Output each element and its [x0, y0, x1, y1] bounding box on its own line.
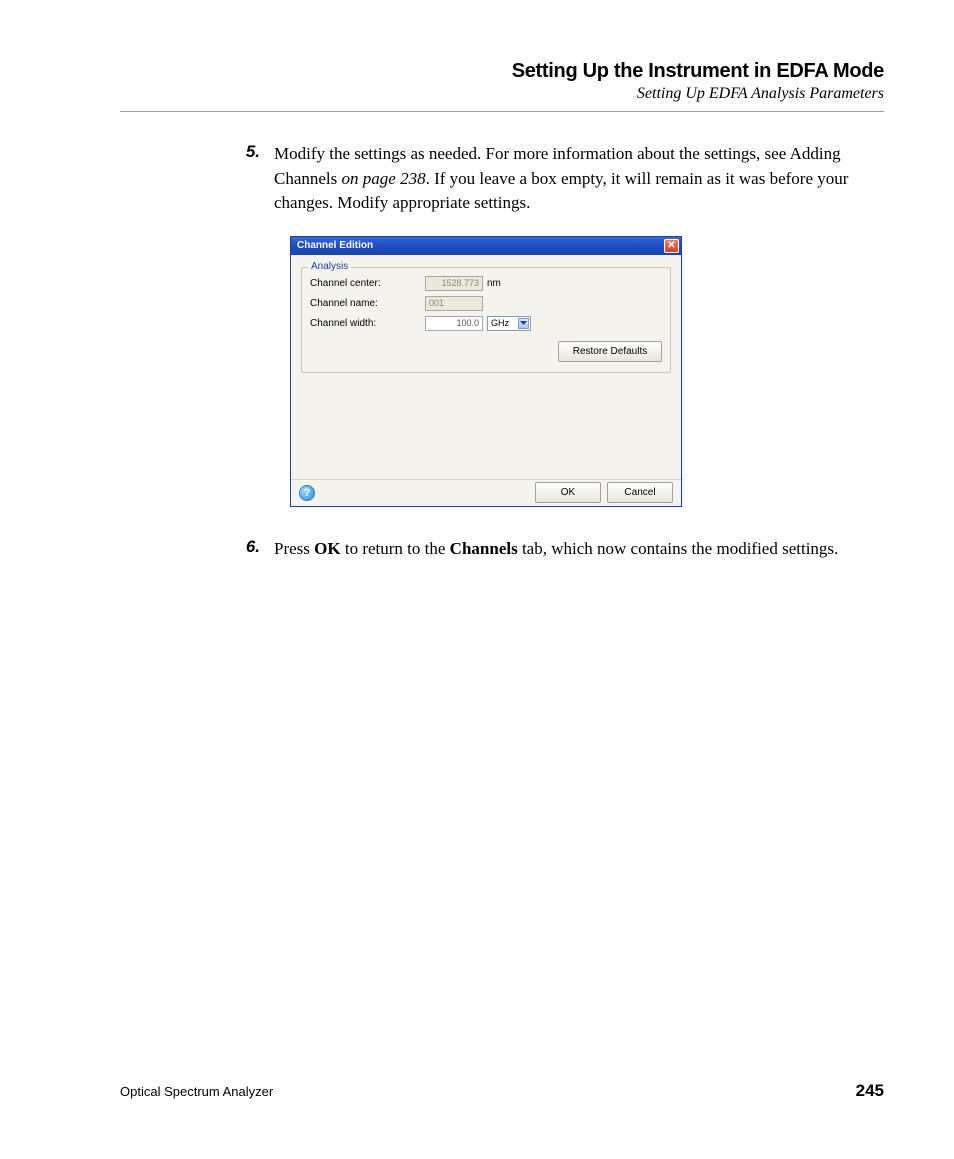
select-channel-width-unit[interactable]: GHz — [487, 316, 531, 331]
step-5: 5. Modify the settings as needed. For mo… — [230, 142, 884, 216]
dialog-body: Analysis Channel center: nm Channel name… — [291, 255, 681, 479]
label-channel-center: Channel center: — [310, 278, 425, 289]
label-channel-width: Channel width: — [310, 318, 425, 329]
analysis-fieldset: Analysis Channel center: nm Channel name… — [301, 267, 671, 373]
footer-product: Optical Spectrum Analyzer — [120, 1084, 273, 1099]
input-channel-name[interactable] — [425, 296, 483, 311]
dialog-footer: ? OK Cancel — [291, 479, 681, 506]
page-title: Setting Up the Instrument in EDFA Mode — [120, 60, 884, 83]
step-text-bold: Channels — [450, 539, 518, 558]
step-body: Modify the settings as needed. For more … — [274, 142, 884, 216]
dialog-title: Channel Edition — [297, 240, 373, 251]
step-text-italic: on page 238 — [342, 169, 426, 188]
page-subtitle: Setting Up EDFA Analysis Parameters — [120, 85, 884, 103]
close-button[interactable]: ✕ — [664, 239, 679, 253]
header-rule — [120, 111, 884, 112]
step-number: 6. — [230, 537, 274, 557]
row-channel-width: Channel width: GHz — [310, 316, 662, 331]
step-text: Press — [274, 539, 314, 558]
cancel-button[interactable]: Cancel — [607, 482, 673, 503]
select-value: GHz — [491, 318, 509, 328]
page-number: 245 — [856, 1081, 884, 1101]
step-text: to return to the — [341, 539, 450, 558]
restore-defaults-button[interactable]: Restore Defaults — [558, 341, 662, 362]
dialog-titlebar[interactable]: Channel Edition ✕ — [291, 237, 681, 255]
step-text-bold: OK — [314, 539, 340, 558]
step-body: Press OK to return to the Channels tab, … — [274, 537, 838, 562]
channel-edition-dialog: Channel Edition ✕ Analysis Channel cente… — [290, 236, 682, 507]
step-text: tab, which now contains the modified set… — [518, 539, 839, 558]
chevron-down-icon — [518, 318, 529, 329]
row-channel-name: Channel name: — [310, 296, 662, 311]
unit-nm: nm — [487, 278, 501, 289]
row-channel-center: Channel center: nm — [310, 276, 662, 291]
fieldset-legend: Analysis — [308, 261, 351, 272]
ok-button[interactable]: OK — [535, 482, 601, 503]
step-6: 6. Press OK to return to the Channels ta… — [230, 537, 884, 562]
help-icon[interactable]: ? — [299, 485, 315, 501]
input-channel-width[interactable] — [425, 316, 483, 331]
page-footer: Optical Spectrum Analyzer 245 — [120, 1081, 884, 1101]
close-icon: ✕ — [667, 241, 675, 251]
label-channel-name: Channel name: — [310, 298, 425, 309]
input-channel-center[interactable] — [425, 276, 483, 291]
step-number: 5. — [230, 142, 274, 162]
